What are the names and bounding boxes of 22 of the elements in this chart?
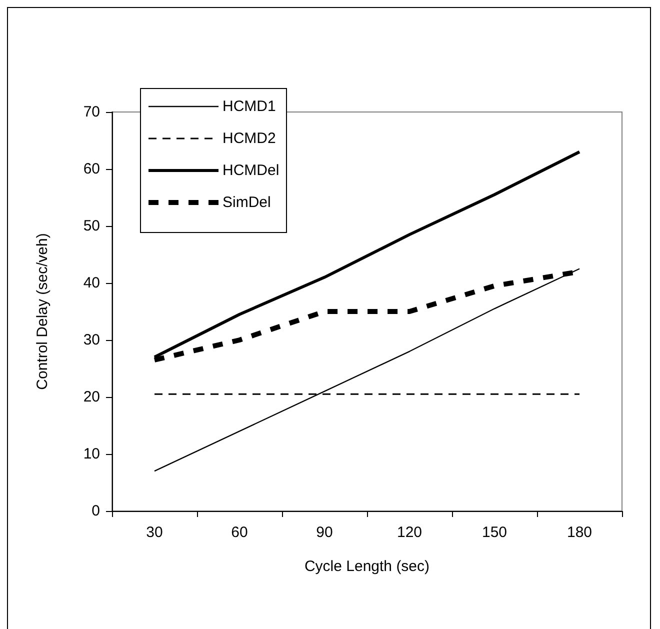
x-tick-label: 30 [146, 524, 163, 541]
y-tick-label: 10 [83, 446, 100, 462]
x-tick-label: 60 [231, 524, 248, 541]
y-tick-label: 60 [83, 160, 100, 178]
x-tick-label: 120 [396, 524, 422, 541]
legend-label: HCMDel [222, 162, 280, 179]
y-tick-label: 50 [83, 218, 100, 234]
x-axis-title: Cycle Length (sec) [304, 558, 430, 575]
y-tick-label: 20 [83, 388, 100, 406]
x-tick-label: 180 [566, 524, 592, 541]
y-tick-label: 30 [83, 332, 100, 348]
legend-label: HCMD1 [222, 98, 276, 115]
legend-label: HCMD2 [222, 130, 276, 147]
y-tick-label: 0 [92, 502, 100, 520]
y-tick-label: 40 [83, 274, 100, 292]
x-tick-label: 150 [482, 524, 508, 541]
y-tick-label: 70 [83, 104, 100, 120]
line-series [154, 268, 580, 472]
y-axis-title: Control Delay (sec/veh) [34, 233, 51, 390]
line-series [153, 150, 581, 359]
x-tick-label: 90 [316, 524, 333, 541]
legend-label: SimDel [222, 194, 271, 211]
